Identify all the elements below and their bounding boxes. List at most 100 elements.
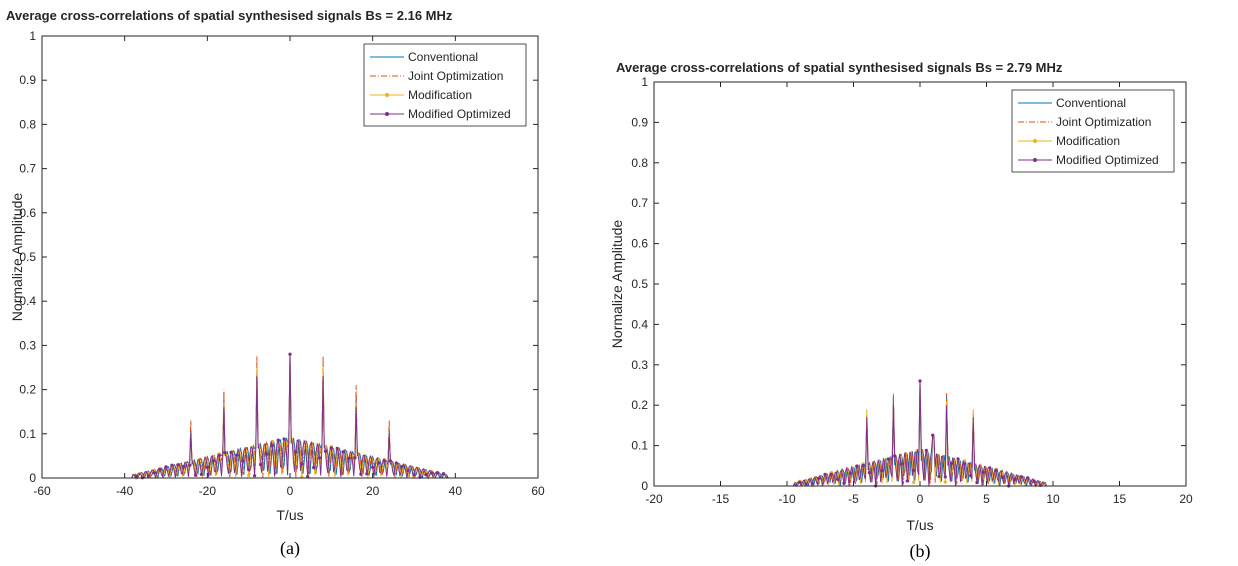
chart-b-series-marker xyxy=(944,475,947,478)
chart-a-series-marker xyxy=(383,459,386,462)
chart-a-series-marker xyxy=(159,468,162,471)
chart-a-series-marker xyxy=(353,456,356,459)
chart-a-series-marker xyxy=(206,466,209,469)
chart-a-series-marker xyxy=(407,469,410,472)
chart-a-series-marker xyxy=(395,461,398,464)
chart-b-series-marker xyxy=(1001,476,1004,479)
chart-b-series-marker xyxy=(912,469,915,472)
chart-a-series-marker xyxy=(259,463,262,466)
chart-b-series-marker xyxy=(912,481,915,484)
chart-b-series-marker xyxy=(880,469,883,472)
chart-a-series-marker xyxy=(241,460,244,463)
chart-b-xtick-label: -10 xyxy=(778,492,796,506)
chart-b-ytick-label: 0 xyxy=(641,479,648,493)
chart-b-series-marker xyxy=(982,471,985,474)
chart-b-series-marker xyxy=(931,434,934,437)
chart-b-series-marker xyxy=(944,480,947,483)
chart-b-ytick-label: 0.9 xyxy=(631,115,648,129)
chart-b-legend-label: Modified Optimized xyxy=(1056,153,1159,167)
chart-a-series-marker xyxy=(365,472,368,475)
chart-b-series-marker xyxy=(887,457,890,460)
chart-a-series-marker xyxy=(253,474,256,477)
chart-b-legend-marker xyxy=(1033,139,1037,143)
chart-a-series-marker xyxy=(412,473,415,476)
chart-b-series-marker xyxy=(861,464,864,467)
chart-a-ylabel: Normalize Amplitude xyxy=(9,193,25,322)
chart-a-series-marker xyxy=(371,466,374,469)
chart-a-ytick-label: 1 xyxy=(29,29,36,43)
chart-a-series-marker xyxy=(347,457,350,460)
chart-b-ylabel: Normalize Amplitude xyxy=(612,220,625,349)
chart-a-ytick-label: 0.2 xyxy=(19,383,36,397)
chart-a-xtick-label: 40 xyxy=(449,484,463,498)
chart-a-series-marker xyxy=(430,472,433,475)
chart-a-series-marker xyxy=(294,450,297,453)
chart-b-series-marker xyxy=(963,462,966,465)
chart-b-ytick-label: 0.8 xyxy=(631,156,648,170)
chart-b-xtick-label: 10 xyxy=(1046,492,1060,506)
chart-b-series-marker xyxy=(811,482,814,485)
chart-a-series-marker xyxy=(436,471,439,474)
chart-a-series-marker xyxy=(359,473,362,476)
chart-b-series-marker xyxy=(956,457,959,460)
chart-a-series-marker xyxy=(223,451,226,454)
chart-b-series-marker xyxy=(918,379,921,382)
chart-b-series-marker xyxy=(988,466,991,469)
chart-b-series-marker xyxy=(855,465,858,468)
chart-a-xtick-label: -60 xyxy=(33,484,51,498)
chart-a-series-marker xyxy=(424,473,427,476)
chart-a-series-marker xyxy=(164,465,167,468)
chart-b-series-marker xyxy=(937,475,940,478)
chart-b-series-marker xyxy=(823,473,826,476)
chart-b-series-marker xyxy=(842,482,845,485)
chart-a-legend-label: Modification xyxy=(408,88,472,102)
chart-a: Average cross-correlations of spatial sy… xyxy=(0,0,600,566)
chart-b-xtick-label: 5 xyxy=(983,492,990,506)
chart-a-ytick-label: 0.9 xyxy=(19,73,36,87)
chart-b-series-marker xyxy=(1026,476,1029,479)
chart-a-legend-marker xyxy=(385,93,389,97)
chart-b-series-marker xyxy=(969,474,972,477)
chart-a-xtick-label: 60 xyxy=(531,484,545,498)
chart-a-xlabel: T/us xyxy=(276,507,303,523)
chart-b-ytick-label: 0.2 xyxy=(631,398,648,412)
chart-a-xtick-label: -20 xyxy=(199,484,217,498)
chart-b-ytick-label: 0.6 xyxy=(631,237,648,251)
chart-b-legend-label: Conventional xyxy=(1056,96,1126,110)
chart-a-series-marker xyxy=(212,459,215,462)
chart-a-series-marker xyxy=(247,474,250,477)
chart-a-ytick-label: 0 xyxy=(29,471,36,485)
chart-a-legend-marker xyxy=(385,112,389,116)
chart-b-series-marker xyxy=(950,462,953,465)
chart-a-xtick-label: 0 xyxy=(287,484,294,498)
chart-b-ytick-label: 0.7 xyxy=(631,196,648,210)
chart-b-xtick-label: 15 xyxy=(1113,492,1127,506)
chart-a-series-marker xyxy=(200,473,203,476)
chart-a-series-marker xyxy=(300,462,303,465)
chart-b-ytick-label: 1 xyxy=(641,75,648,89)
chart-a-series-marker xyxy=(153,471,156,474)
chart-b-legend-label: Modification xyxy=(1056,134,1120,148)
chart-a-series-marker xyxy=(218,454,221,457)
chart-b-ytick-label: 0.5 xyxy=(631,277,648,291)
chart-b-series-marker xyxy=(817,477,820,480)
chart-a-series-marker xyxy=(194,474,197,477)
chart-a-series-marker xyxy=(147,474,150,477)
chart-b-series-marker xyxy=(975,481,978,484)
chart-b-caption: (b) xyxy=(910,541,931,562)
chart-b-series-marker xyxy=(849,472,852,475)
chart-b-series-marker xyxy=(798,481,801,484)
chart-b-xtick-label: 20 xyxy=(1179,492,1193,506)
chart-a-series-marker xyxy=(176,463,179,466)
chart-a-series-marker xyxy=(330,446,333,449)
chart-b-series-marker xyxy=(836,478,839,481)
chart-a-series-marker xyxy=(265,452,268,455)
chart-a-ytick-label: 0.1 xyxy=(19,427,36,441)
chart-a-legend: ConventionalJoint OptimizationModificati… xyxy=(364,44,526,126)
chart-a-series xyxy=(42,353,538,480)
chart-a-series-marker xyxy=(229,451,232,454)
chart-a-series-marker xyxy=(277,439,280,442)
chart-b-legend-label: Joint Optimization xyxy=(1056,115,1151,129)
chart-b-title: Average cross-correlations of spatial sy… xyxy=(616,60,1063,75)
chart-a-series-marker xyxy=(288,353,291,356)
